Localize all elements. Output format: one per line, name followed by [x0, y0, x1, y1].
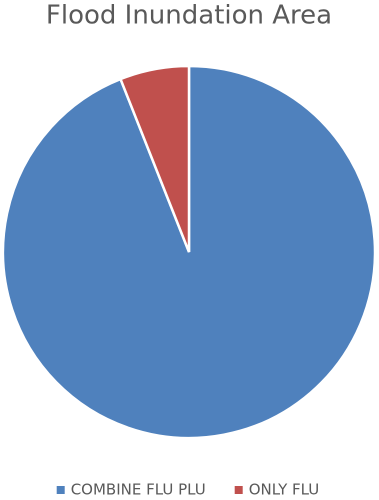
- pie-slice: [118, 64, 191, 253]
- legend-label: ONLY FLU: [249, 481, 320, 499]
- chart-title: Flood Inundation Area: [46, 1, 332, 31]
- legend-label: COMBINE FLU PLU: [71, 481, 206, 499]
- legend-swatch: [234, 486, 243, 494]
- legend-swatch: [56, 486, 65, 494]
